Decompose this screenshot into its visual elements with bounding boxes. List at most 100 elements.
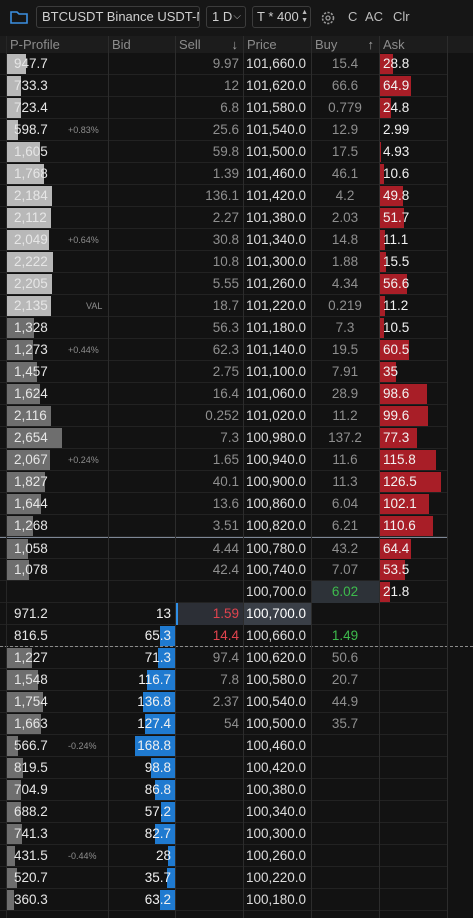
profile-cell[interactable]: 1,624 bbox=[6, 383, 108, 405]
ladder-row[interactable]: 741.3 82.7 100,300.0 bbox=[0, 823, 447, 845]
price-cell[interactable]: 101,500.0 bbox=[243, 141, 311, 163]
profile-cell[interactable]: 1,268 bbox=[6, 515, 108, 537]
sell-cell[interactable]: 5.55 bbox=[175, 273, 243, 295]
buy-cell[interactable]: 35.7 bbox=[311, 713, 379, 735]
buy-cell[interactable] bbox=[311, 735, 379, 757]
price-cell[interactable]: 101,540.0 bbox=[243, 119, 311, 141]
profile-cell[interactable]: 1,605 bbox=[6, 141, 108, 163]
ask-cell[interactable]: 51.7 bbox=[379, 207, 447, 229]
ladder-row[interactable]: 688.2 57.2 100,340.0 bbox=[0, 801, 447, 823]
ask-cell[interactable]: 2.99 bbox=[379, 119, 447, 141]
ask-cell[interactable]: 4.93 bbox=[379, 141, 447, 163]
bid-cell[interactable] bbox=[108, 361, 175, 383]
sell-cell[interactable] bbox=[175, 779, 243, 801]
buy-cell[interactable] bbox=[311, 867, 379, 889]
sell-cell[interactable]: 9.97 bbox=[175, 53, 243, 75]
ladder-row[interactable]: 1,768 1.39 101,460.0 46.1 10.6 bbox=[0, 163, 447, 185]
ladder-row[interactable]: 2,116 0.252 101,020.0 11.2 99.6 bbox=[0, 405, 447, 427]
bid-cell[interactable] bbox=[108, 141, 175, 163]
ladder-row[interactable]: 816.5 65.3 14.4 100,660.0 1.49 bbox=[0, 625, 473, 647]
price-cell[interactable]: 101,420.0 bbox=[243, 185, 311, 207]
sell-cell[interactable]: 136.1 bbox=[175, 185, 243, 207]
sell-cell[interactable] bbox=[175, 845, 243, 867]
col-sell[interactable]: Sell ↓ bbox=[179, 37, 238, 52]
bid-cell[interactable] bbox=[108, 295, 175, 317]
center-button[interactable]: C bbox=[348, 9, 358, 24]
ladder-row[interactable]: 1,644 13.6 100,860.0 6.04 102.1 bbox=[0, 493, 447, 515]
ask-cell[interactable]: 49.8 bbox=[379, 185, 447, 207]
sell-cell[interactable]: 4.44 bbox=[175, 538, 243, 560]
profile-cell[interactable]: 816.5 bbox=[6, 625, 108, 647]
profile-cell[interactable]: 1,273 +0.44% bbox=[6, 339, 108, 361]
profile-cell[interactable]: 1,827 bbox=[6, 471, 108, 493]
ask-cell[interactable] bbox=[379, 845, 447, 867]
buy-cell[interactable] bbox=[311, 779, 379, 801]
price-cell[interactable]: 100,340.0 bbox=[243, 801, 311, 823]
bid-cell[interactable] bbox=[108, 581, 175, 603]
price-cell[interactable]: 101,460.0 bbox=[243, 163, 311, 185]
bid-cell[interactable] bbox=[108, 119, 175, 141]
bid-cell[interactable] bbox=[108, 471, 175, 493]
profile-cell[interactable]: 1,548 bbox=[6, 669, 108, 691]
price-cell[interactable]: 100,260.0 bbox=[243, 845, 311, 867]
ask-cell[interactable]: 64.4 bbox=[379, 538, 447, 560]
ladder-row[interactable]: 1,754 136.8 2.37 100,540.0 44.9 bbox=[0, 691, 447, 713]
sell-cell[interactable] bbox=[175, 823, 243, 845]
ask-cell[interactable] bbox=[379, 647, 447, 669]
ask-cell[interactable] bbox=[379, 801, 447, 823]
sell-cell[interactable]: 18.7 bbox=[175, 295, 243, 317]
buy-cell[interactable]: 12.9 bbox=[311, 119, 379, 141]
buy-cell[interactable]: 17.5 bbox=[311, 141, 379, 163]
bid-cell[interactable] bbox=[108, 53, 175, 75]
bid-cell[interactable]: 86.8 bbox=[108, 779, 175, 801]
profile-cell[interactable]: 2,049 +0.64% bbox=[6, 229, 108, 251]
ask-cell[interactable] bbox=[379, 625, 447, 647]
price-cell[interactable]: 101,660.0 bbox=[243, 53, 311, 75]
ladder-row[interactable]: 971.2 13 1.59 100,700.0 bbox=[0, 603, 447, 625]
ask-cell[interactable] bbox=[379, 867, 447, 889]
ask-cell[interactable]: 102.1 bbox=[379, 493, 447, 515]
ask-cell[interactable]: 77.3 bbox=[379, 427, 447, 449]
price-cell[interactable]: 100,780.0 bbox=[243, 538, 311, 560]
ladder-row[interactable]: 733.3 12 101,620.0 66.6 64.9 bbox=[0, 75, 447, 97]
bid-cell[interactable]: 35.7 bbox=[108, 867, 175, 889]
ask-cell[interactable]: 10.5 bbox=[379, 317, 447, 339]
ask-cell[interactable]: 21.8 bbox=[379, 581, 447, 603]
bid-cell[interactable]: 136.8 bbox=[108, 691, 175, 713]
bid-cell[interactable] bbox=[108, 317, 175, 339]
profile-cell[interactable]: 1,328 bbox=[6, 317, 108, 339]
buy-cell[interactable] bbox=[311, 757, 379, 779]
price-cell[interactable]: 101,180.0 bbox=[243, 317, 311, 339]
price-cell[interactable]: 100,700.0 bbox=[243, 581, 311, 603]
ladder-row[interactable]: 100,700.0 6.02 21.8 bbox=[0, 581, 447, 603]
buy-cell[interactable]: 7.07 bbox=[311, 559, 379, 581]
col-buy[interactable]: Buy ↑ bbox=[315, 37, 374, 52]
ask-cell[interactable] bbox=[379, 603, 447, 625]
buy-cell[interactable]: 44.9 bbox=[311, 691, 379, 713]
sell-cell[interactable]: 40.1 bbox=[175, 471, 243, 493]
ladder-row[interactable]: 2,184 136.1 101,420.0 4.2 49.8 bbox=[0, 185, 447, 207]
buy-cell[interactable]: 6.04 bbox=[311, 493, 379, 515]
bid-cell[interactable]: 127.4 bbox=[108, 713, 175, 735]
bid-cell[interactable] bbox=[108, 229, 175, 251]
buy-cell[interactable]: 43.2 bbox=[311, 538, 379, 560]
buy-cell[interactable]: 1.88 bbox=[311, 251, 379, 273]
sell-cell[interactable]: 3.51 bbox=[175, 515, 243, 537]
ladder-row[interactable]: 1,268 3.51 100,820.0 6.21 110.6 bbox=[0, 515, 447, 537]
folder-icon[interactable] bbox=[10, 9, 28, 25]
sell-cell[interactable]: 7.8 bbox=[175, 669, 243, 691]
sell-cell[interactable]: 16.4 bbox=[175, 383, 243, 405]
bid-cell[interactable] bbox=[108, 339, 175, 361]
sell-cell[interactable]: 14.4 bbox=[175, 625, 243, 647]
profile-cell[interactable] bbox=[6, 581, 108, 603]
sell-cell[interactable]: 2.37 bbox=[175, 691, 243, 713]
profile-cell[interactable]: 2,135 VAL bbox=[6, 295, 108, 317]
col-ask[interactable]: Ask bbox=[383, 37, 405, 52]
ask-cell[interactable]: 53.5 bbox=[379, 559, 447, 581]
sell-cell[interactable] bbox=[175, 735, 243, 757]
col-bid[interactable]: Bid bbox=[112, 37, 131, 52]
profile-cell[interactable]: 2,112 bbox=[6, 207, 108, 229]
ask-cell[interactable] bbox=[379, 757, 447, 779]
sell-cell[interactable]: 1.59 bbox=[175, 603, 243, 625]
price-cell[interactable]: 101,220.0 bbox=[243, 295, 311, 317]
